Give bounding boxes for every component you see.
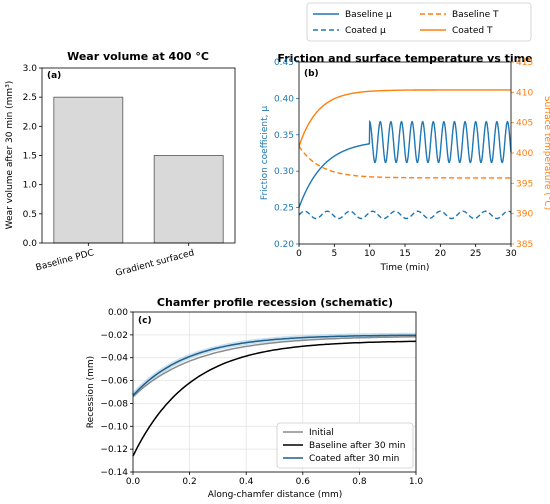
baseline-temperature-line	[298, 145, 511, 179]
panel-b-label: (b)	[304, 69, 319, 79]
left-y-tick-label: 0.35	[274, 131, 294, 141]
x-tick-label: 0.8	[352, 477, 367, 487]
y-tick-label: 1.0	[23, 181, 38, 191]
panel-c-x-axis-label: Along-chamfer distance (mm)	[208, 490, 343, 500]
panel-b-legend: Baseline μ Coated μ Baseline T Coated T	[306, 2, 532, 42]
panel-a-bars	[53, 96, 224, 244]
panel-c-series-lines	[131, 332, 417, 457]
y-tick-label: 0.00	[108, 308, 128, 318]
panel-c-label: (c)	[138, 316, 152, 326]
y-tick-label: −0.06	[100, 377, 128, 387]
x-tick-label: 25	[470, 249, 481, 259]
x-tick-label: 0	[296, 249, 302, 259]
left-y-tick-label: 0.30	[274, 167, 294, 177]
panel-c-title: Chamfer profile recession (schematic)	[157, 296, 393, 309]
panel-b-frame	[298, 61, 512, 245]
y-tick-label: 0.5	[23, 210, 37, 220]
x-tick-label: 10	[364, 249, 376, 259]
right-y-tick-label: 410	[516, 88, 533, 98]
panel-c: Chamfer profile recession (schematic) 0.…	[86, 296, 423, 500]
x-tick-label: Baseline PDC	[35, 248, 95, 273]
panel-a-y-ticks: 0.0 0.5 1.0 1.5 2.0 2.5 3.0	[23, 64, 42, 249]
panel-c-x-ticks: 0.0 0.2 0.4 0.6 0.8 1.0	[126, 472, 424, 487]
legend-label: Coated μ	[345, 26, 386, 36]
panel-b: Friction and surface temperature vs time…	[260, 2, 550, 273]
x-tick-label: 0.4	[239, 477, 254, 487]
panel-b-legend-entries: Baseline μ Coated μ Baseline T Coated T	[313, 10, 499, 36]
left-y-tick-label: 0.40	[274, 94, 294, 104]
legend-label: Baseline T	[452, 10, 499, 20]
x-tick-label: 20	[435, 249, 447, 259]
right-y-tick-label: 405	[516, 119, 533, 129]
legend-label: Coated after 30 min	[309, 454, 399, 464]
baseline-profile-line	[132, 340, 417, 457]
panel-c-legend: Initial Baseline after 30 min Coated after…	[276, 422, 414, 469]
panel-a-frame	[41, 67, 236, 244]
y-tick-label: 1.5	[23, 152, 37, 162]
panel-b-series-lines	[298, 89, 512, 220]
panel-b-title: Friction and surface temperature vs time	[277, 52, 532, 65]
bar-1	[153, 155, 224, 244]
panel-b-x-ticks: 0 5 10 15 20 25 30	[296, 244, 517, 259]
y-tick-label: −0.02	[100, 331, 128, 341]
bar-0	[53, 96, 124, 244]
right-y-tick-label: 395	[516, 179, 533, 189]
panel-b-left-y-ticks: 0.20 0.25 0.30 0.35 0.40 0.45	[274, 58, 299, 250]
panel-b-right-y-ticks: 385 390 395 400 405 410 415	[511, 58, 533, 250]
panel-c-y-axis-label: Recession (mm)	[86, 356, 96, 428]
panel-c-frame	[132, 311, 417, 473]
y-tick-label: −0.08	[100, 399, 128, 409]
left-y-tick-label: 0.45	[274, 58, 294, 68]
panel-c-y-ticks: 0.00 −0.02 −0.04 −0.06 −0.08 −0.10 −0.12 −0.14	[100, 308, 133, 478]
x-tick-label: 0.0	[126, 477, 141, 487]
legend-label: Initial	[309, 428, 334, 438]
y-tick-label: −0.04	[100, 354, 128, 364]
right-y-tick-label: 390	[516, 210, 533, 220]
panel-b-x-axis-label: Time (min)	[380, 263, 430, 273]
right-y-tick-label: 415	[516, 58, 533, 68]
left-y-tick-label: 0.25	[274, 204, 294, 214]
coated-profile-line	[132, 334, 416, 396]
legend-label: Baseline μ	[345, 10, 392, 20]
initial-profile-line	[132, 335, 417, 398]
x-tick-label: 0.6	[296, 477, 311, 487]
panel-c-legend-box	[276, 422, 414, 469]
x-tick-label: 5	[331, 249, 337, 259]
legend-label: Coated T	[452, 26, 493, 36]
y-tick-label: 3.0	[23, 64, 38, 74]
coated-profile-band	[131, 332, 416, 398]
panel-b-legend-box	[306, 2, 532, 42]
panel-a-label: (a)	[47, 71, 61, 81]
panel-b-left-y-axis-label: Friction coefficient, μ	[260, 106, 270, 200]
coated-mu-line	[298, 210, 512, 220]
x-tick-label: Gradient surfaced	[115, 248, 196, 279]
y-tick-label: −0.14	[100, 468, 128, 478]
panel-a-y-axis-label: Wear volume after 30 min (mm³)	[5, 81, 15, 230]
panel-c-legend-entries: Initial Baseline after 30 min Coated after…	[283, 428, 405, 464]
panel-a-title: Wear volume at 400 °C	[67, 50, 209, 63]
left-y-tick-label: 0.20	[274, 240, 294, 250]
right-y-tick-label: 400	[516, 149, 533, 159]
x-tick-label: 15	[399, 249, 410, 259]
legend-label: Baseline after 30 min	[309, 441, 405, 451]
panel-a-x-ticks: Baseline PDC Gradient surfaced	[35, 243, 196, 279]
coated-temperature-line	[298, 89, 511, 147]
y-tick-label: 0.0	[23, 239, 38, 249]
panel-a: Wear volume at 400 °C 0.0 0.5 1.0 1.5 2.0 2.5…	[5, 50, 236, 279]
y-tick-label: 2.5	[23, 93, 37, 103]
y-tick-label: −0.10	[100, 422, 128, 432]
x-tick-label: 30	[505, 249, 517, 259]
y-tick-label: 2.0	[23, 122, 38, 132]
y-tick-label: −0.12	[100, 445, 128, 455]
x-tick-label: 0.2	[182, 477, 196, 487]
x-tick-label: 1.0	[409, 477, 424, 487]
baseline-mu-line	[298, 120, 512, 208]
right-y-tick-label: 385	[516, 240, 533, 250]
panel-b-right-y-axis-label: Surface temperature (°C)	[542, 96, 550, 210]
